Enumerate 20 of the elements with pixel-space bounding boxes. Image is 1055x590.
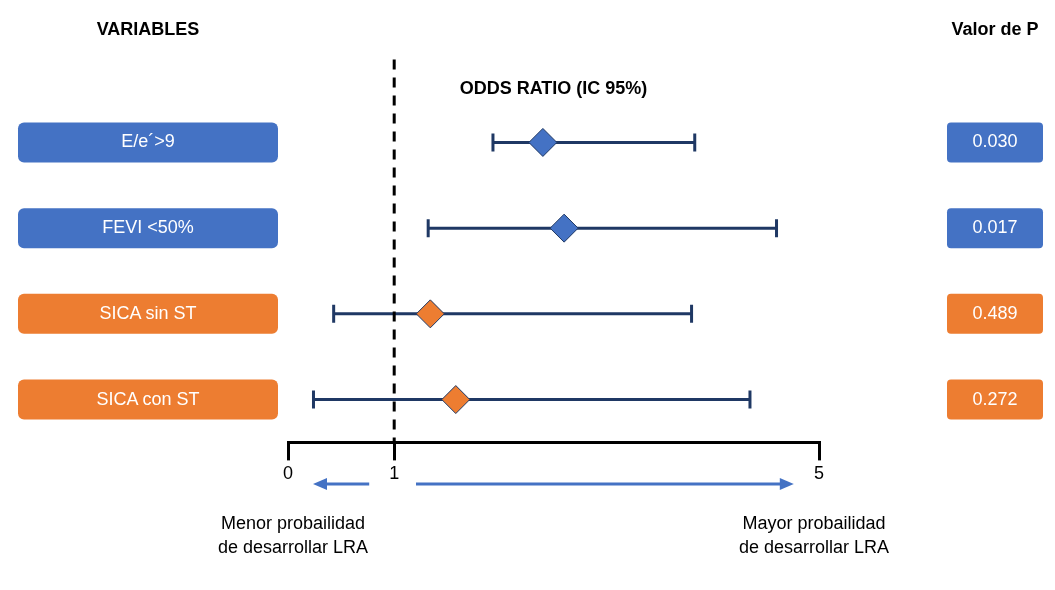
text: Menor probailidad de desarrollar LRA xyxy=(217,513,369,558)
x-tick-label: 0 xyxy=(282,463,294,484)
y-tick-label: SICA con ST xyxy=(96,388,200,409)
y-tick-label: SICA sin ST xyxy=(99,302,197,323)
y-tick-label: FEVI <50% xyxy=(102,217,194,238)
text: Valor de P xyxy=(951,18,1039,39)
text: 0.489 xyxy=(972,302,1018,323)
text: 0.272 xyxy=(972,388,1018,409)
point xyxy=(415,299,445,329)
x-tick-label: 1 xyxy=(389,463,400,484)
text: Mayor probailidad de desarrollar LRA xyxy=(738,513,890,558)
y-tick-label: E/e´>9 xyxy=(121,131,175,152)
x-tick-label: 5 xyxy=(813,463,825,484)
text: VARIABLES xyxy=(96,18,200,39)
point xyxy=(549,213,579,243)
point xyxy=(441,385,471,415)
text: 0.030 xyxy=(972,131,1018,152)
point xyxy=(528,127,558,157)
text: 0.017 xyxy=(972,217,1018,238)
text: ODDS RATIO (IC 95%) xyxy=(459,77,648,98)
